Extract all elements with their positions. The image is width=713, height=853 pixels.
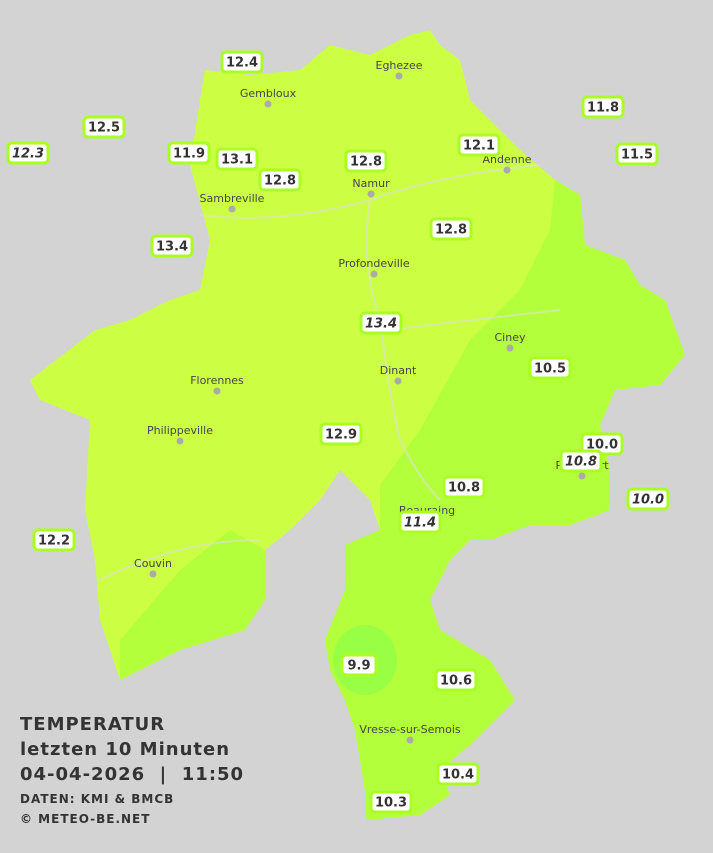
station-value: 10.5 xyxy=(534,362,566,377)
station-value: 12.8 xyxy=(264,174,296,189)
station-value: 10.3 xyxy=(375,796,407,811)
station-value: 12.2 xyxy=(38,534,70,549)
station-box xyxy=(457,133,501,157)
station-box xyxy=(220,50,264,74)
station-box xyxy=(32,528,76,552)
station-box xyxy=(436,762,480,786)
zone-southwest xyxy=(120,530,265,680)
station-value: 11.5 xyxy=(621,148,653,163)
city-label: Sambreville xyxy=(200,192,265,205)
city-label: Gembloux xyxy=(240,87,297,100)
station-box xyxy=(615,142,659,166)
city-dot xyxy=(395,72,403,80)
city-dot xyxy=(394,377,402,385)
station-value: 9.9 xyxy=(347,659,370,674)
station-value: 11.9 xyxy=(173,147,205,162)
station-box xyxy=(258,168,302,192)
station-value: 12.1 xyxy=(463,139,495,154)
station-box xyxy=(528,356,572,380)
station-value: 12.3 xyxy=(12,147,44,162)
city-dot xyxy=(367,190,375,198)
station-box xyxy=(359,311,403,335)
station-value: 13.4 xyxy=(365,317,397,332)
city-label: Eghezee xyxy=(376,59,423,72)
station-value: 12.8 xyxy=(350,155,382,170)
city-dot xyxy=(503,166,511,174)
city-dot xyxy=(176,437,184,445)
station-value: 10.4 xyxy=(442,768,474,783)
city-dot xyxy=(149,570,157,578)
rivers xyxy=(99,164,561,581)
station-box xyxy=(150,234,194,258)
city-label: Dinant xyxy=(380,364,417,377)
station-value: 12.9 xyxy=(325,428,357,443)
station-box xyxy=(434,668,478,692)
source: DATEN: KMI & BMCB xyxy=(20,792,174,806)
station-box xyxy=(167,141,211,165)
city-dot xyxy=(370,270,378,278)
city-label: Philippeville xyxy=(147,424,213,437)
city-label: Couvin xyxy=(134,557,172,570)
station-value: 10.0 xyxy=(586,438,618,453)
station-box xyxy=(559,449,603,473)
city-label: Profondeville xyxy=(338,257,409,270)
city-label: Namur xyxy=(352,177,390,190)
station-box xyxy=(369,790,413,814)
city-dot xyxy=(506,344,514,352)
subtitle: letzten 10 Minuten xyxy=(20,739,230,760)
station-value: 13.4 xyxy=(156,240,188,255)
copyright: © METEO-BE.NET xyxy=(20,812,150,826)
station-value: 12.8 xyxy=(435,223,467,238)
station-box xyxy=(626,487,670,511)
station-value: 12.4 xyxy=(226,56,258,71)
city-label: Vresse-sur-Semois xyxy=(359,723,461,736)
station-box xyxy=(340,653,378,677)
station-value: 10.6 xyxy=(440,674,472,689)
station-box xyxy=(442,475,486,499)
station-box xyxy=(344,149,388,173)
station-value: 10.8 xyxy=(565,455,597,470)
city-label: Florennes xyxy=(190,374,244,387)
station-box xyxy=(581,95,625,119)
city-dot xyxy=(578,472,586,480)
city-dot xyxy=(213,387,221,395)
datetime: 04-04-2026 | 11:50 xyxy=(20,764,244,785)
city-dot xyxy=(264,100,272,108)
station-box xyxy=(429,217,473,241)
station-value: 10.0 xyxy=(632,493,664,508)
station-box xyxy=(215,147,259,171)
title: TEMPERATUR xyxy=(20,714,165,735)
station-value: 13.1 xyxy=(221,153,253,168)
station-value: 11.8 xyxy=(587,101,619,116)
station-box xyxy=(82,115,126,139)
zone-east xyxy=(325,180,685,820)
station-value: 12.5 xyxy=(88,121,120,136)
station-value: 10.8 xyxy=(448,481,480,496)
city-dot xyxy=(406,736,414,744)
city-dot xyxy=(228,205,236,213)
station-value: 11.4 xyxy=(404,516,436,531)
city-label: Ciney xyxy=(495,331,526,344)
station-box xyxy=(6,141,50,165)
station-box xyxy=(319,422,363,446)
station-box xyxy=(398,510,442,534)
